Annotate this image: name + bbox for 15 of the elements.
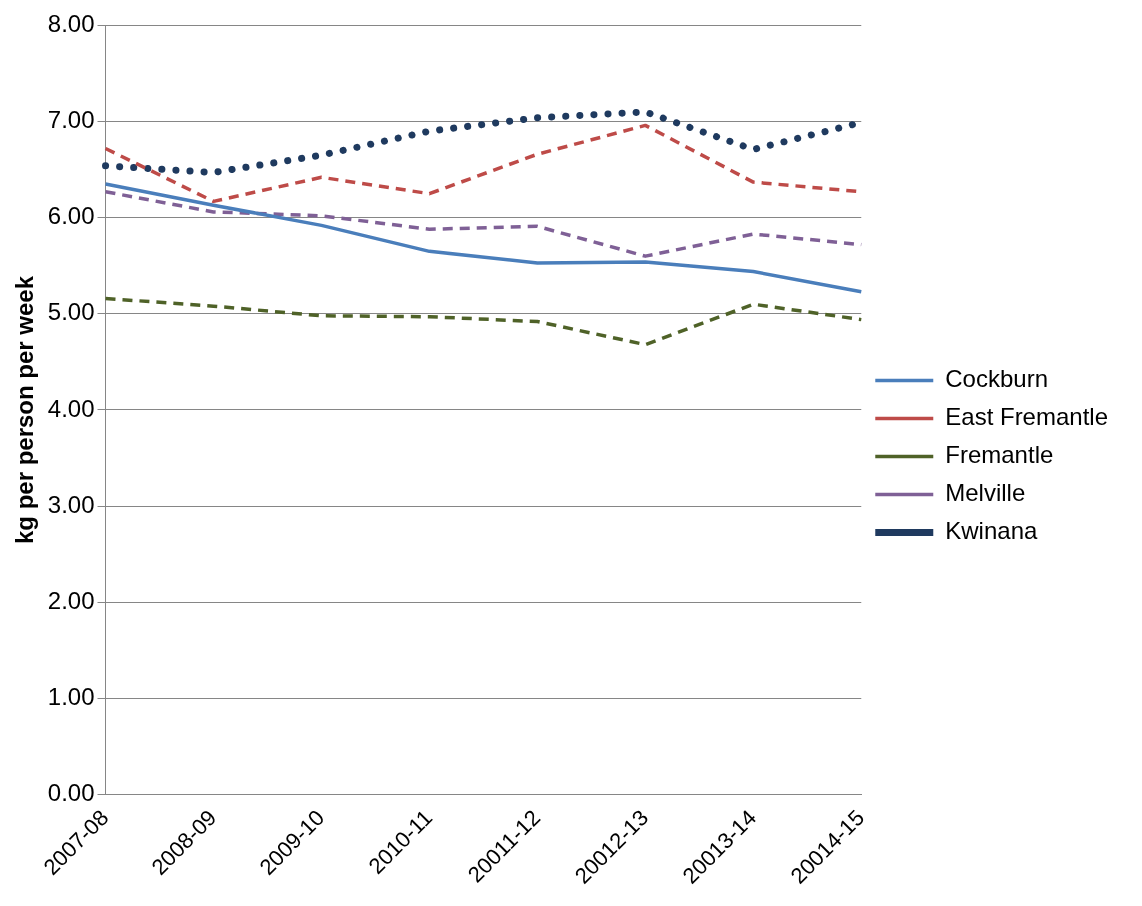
legend-label: Cockburn — [945, 365, 1048, 393]
y-tick-label: 2.00 — [47, 586, 95, 614]
y-tick-label: 8.00 — [47, 10, 95, 38]
y-tick-label: 5.00 — [47, 298, 95, 326]
y-tick-label: 0.00 — [47, 779, 95, 807]
y-tick-label: 7.00 — [47, 106, 95, 134]
legend-label: Melville — [945, 479, 1026, 507]
legend-label: East Fremantle — [945, 403, 1109, 431]
y-tick-label: 3.00 — [47, 490, 95, 518]
y-tick-label: 4.00 — [47, 394, 95, 422]
y-tick-label: 1.00 — [47, 683, 95, 711]
legend-label: Fremantle — [945, 441, 1054, 469]
y-axis-title: kg per person per week — [11, 275, 39, 545]
legend-label: Kwinana — [945, 517, 1038, 545]
y-tick-label: 6.00 — [47, 202, 95, 230]
